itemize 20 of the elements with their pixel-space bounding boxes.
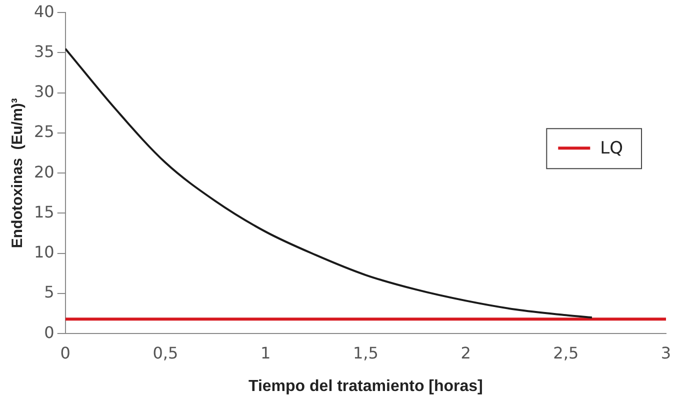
x-axis-title: Tiempo del tratamiento [horas] bbox=[248, 378, 483, 395]
legend-label: LQ bbox=[600, 138, 624, 159]
y-tick-label: 15 bbox=[34, 202, 54, 222]
y-tick-label: 5 bbox=[44, 282, 54, 302]
y-tick-label: 20 bbox=[34, 162, 54, 182]
y-tick-label: 0 bbox=[44, 322, 54, 342]
x-tick-label: 1 bbox=[260, 343, 271, 362]
y-tick-label: 40 bbox=[34, 2, 54, 21]
x-tick-label: 2,5 bbox=[553, 343, 579, 362]
x-tick-label: 0 bbox=[60, 343, 70, 362]
y-tick-label: 25 bbox=[34, 122, 54, 142]
line-series bbox=[65, 48, 593, 319]
x-tick-label: 3 bbox=[660, 343, 672, 362]
y-tick-label: 35 bbox=[34, 42, 54, 61]
y-axis-title: Endotoxinas (Eu/m)³ bbox=[9, 98, 26, 248]
x-tick-label: 1,5 bbox=[352, 343, 378, 362]
x-tick-label: 2 bbox=[460, 343, 471, 362]
y-tick-label: 30 bbox=[34, 82, 54, 102]
y-tick-label: 10 bbox=[34, 242, 54, 262]
x-tick-label: 0,5 bbox=[152, 343, 178, 362]
